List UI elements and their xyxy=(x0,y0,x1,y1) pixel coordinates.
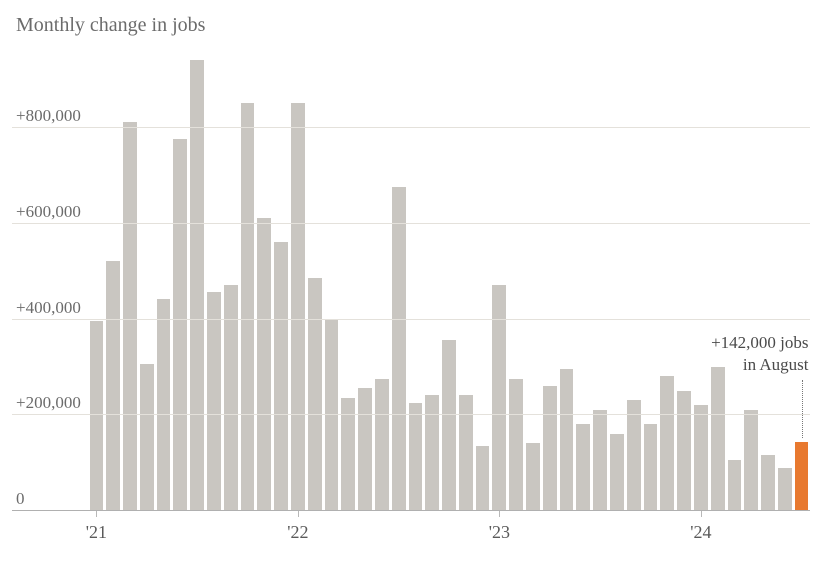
bar xyxy=(744,410,758,511)
bar xyxy=(543,386,557,511)
bar xyxy=(778,468,792,510)
bar xyxy=(509,379,523,511)
plot-area xyxy=(88,50,810,520)
chart-title: Monthly change in jobs xyxy=(16,14,205,37)
bar xyxy=(459,395,473,510)
y-axis-label: +400,000 xyxy=(16,298,81,318)
bar xyxy=(425,395,439,510)
x-tick xyxy=(499,511,500,517)
bar xyxy=(392,187,406,511)
bar xyxy=(358,388,372,510)
x-axis-label: '21 xyxy=(86,522,107,543)
x-axis-label: '24 xyxy=(690,522,711,543)
y-axis-label: +800,000 xyxy=(16,106,81,126)
x-tick xyxy=(96,511,97,517)
y-axis-label: 0 xyxy=(16,489,25,509)
callout-line1: +142,000 jobs xyxy=(711,332,808,353)
bar xyxy=(257,218,271,511)
bar xyxy=(409,403,423,511)
bar xyxy=(274,242,288,511)
jobs-chart: Monthly change in jobs +142,000 jobs in … xyxy=(0,0,825,584)
x-axis-label: '22 xyxy=(287,522,308,543)
bar xyxy=(90,321,104,510)
bar xyxy=(644,424,658,510)
bar xyxy=(308,278,322,511)
gridline xyxy=(12,319,810,320)
bar xyxy=(526,443,540,510)
bar xyxy=(207,292,221,510)
x-axis-label: '23 xyxy=(489,522,510,543)
y-axis-label: +200,000 xyxy=(16,393,81,413)
bar xyxy=(711,367,725,511)
bar xyxy=(593,410,607,511)
bar xyxy=(173,139,187,511)
bar xyxy=(761,455,775,510)
bar xyxy=(694,405,708,511)
y-axis-label: +600,000 xyxy=(16,202,81,222)
bar-highlight xyxy=(795,442,809,510)
x-tick xyxy=(298,511,299,517)
bar xyxy=(123,122,137,510)
gridline xyxy=(12,510,810,511)
bar xyxy=(677,391,691,511)
bar xyxy=(140,364,154,510)
bar xyxy=(660,376,674,510)
callout: +142,000 jobs in August xyxy=(711,332,808,375)
gridline xyxy=(12,127,810,128)
bar xyxy=(375,379,389,511)
bar xyxy=(576,424,590,510)
bar xyxy=(106,261,120,510)
bar xyxy=(291,103,305,511)
bar xyxy=(157,299,171,510)
callout-leader-line xyxy=(802,380,803,438)
x-tick xyxy=(701,511,702,517)
bar xyxy=(476,446,490,511)
bar xyxy=(241,103,255,511)
bar xyxy=(442,340,456,510)
bar xyxy=(728,460,742,510)
bar xyxy=(560,369,574,510)
gridline xyxy=(12,223,810,224)
callout-line2: in August xyxy=(711,354,808,375)
gridline xyxy=(12,414,810,415)
bar xyxy=(610,434,624,511)
bar xyxy=(627,400,641,510)
